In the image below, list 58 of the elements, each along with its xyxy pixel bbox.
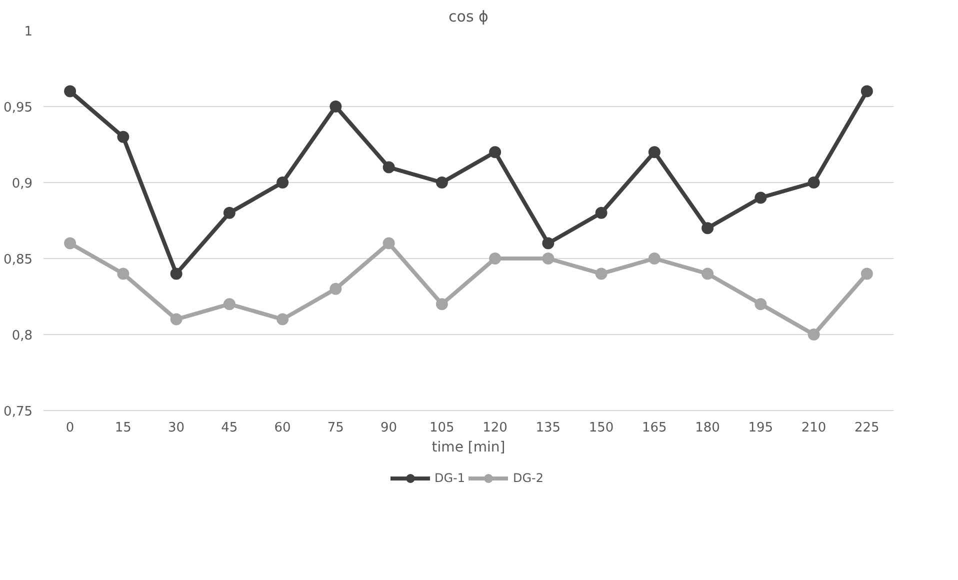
y-tick-label: 0,95 [4,100,33,116]
point [542,252,554,264]
point [170,268,182,280]
chart-title: cos ϕ [448,8,489,26]
y-tick-label: 0,75 [4,404,33,420]
x-tick-label: 60 [274,420,291,436]
x-tick-label: 105 [430,420,454,436]
point [117,268,130,280]
y-tick-label: 1 [24,24,33,40]
x-axis-title: time [min] [432,440,506,456]
x-tick-label: 0 [66,420,74,436]
x-tick-label: 30 [168,420,185,436]
x-tick-label: 225 [854,420,880,436]
point [702,222,714,234]
point [330,282,342,295]
point [330,100,342,112]
x-tick-label: 210 [801,420,826,436]
x-tick-label: 75 [327,420,344,436]
legend-label: DG-2 [513,471,544,485]
legend-label: DG-1 [434,471,465,485]
point [382,161,395,174]
point [170,313,182,326]
x-tick-label: 120 [482,420,508,436]
point [223,298,236,310]
x-tick-label: 45 [221,420,238,436]
point [489,146,502,158]
y-tick-label: 0,8 [12,328,33,344]
point [64,85,76,98]
point [595,268,608,280]
point [754,298,767,310]
point [117,130,130,143]
point [808,328,820,340]
x-tick-label: 135 [536,420,561,436]
point [860,268,873,280]
point [276,313,289,326]
x-tick-label: 150 [588,420,614,436]
point [860,85,873,98]
x-tick-label: 165 [642,420,667,436]
point [648,146,660,158]
y-tick-label: 0,9 [12,176,33,192]
point [808,176,820,188]
x-tick-label: 195 [748,420,774,436]
point [702,268,714,280]
x-tick-label: 90 [380,420,398,436]
point [595,206,608,219]
x-tick-label: 15 [114,420,132,436]
point [436,176,448,188]
point [223,206,236,219]
point [754,192,767,204]
point [542,237,554,250]
point [489,252,502,264]
y-tick-label: 0,85 [4,252,33,268]
point [276,176,289,188]
x-tick-label: 180 [695,420,720,436]
point [382,237,395,250]
point [64,237,76,250]
point [436,298,448,310]
point [648,252,660,264]
